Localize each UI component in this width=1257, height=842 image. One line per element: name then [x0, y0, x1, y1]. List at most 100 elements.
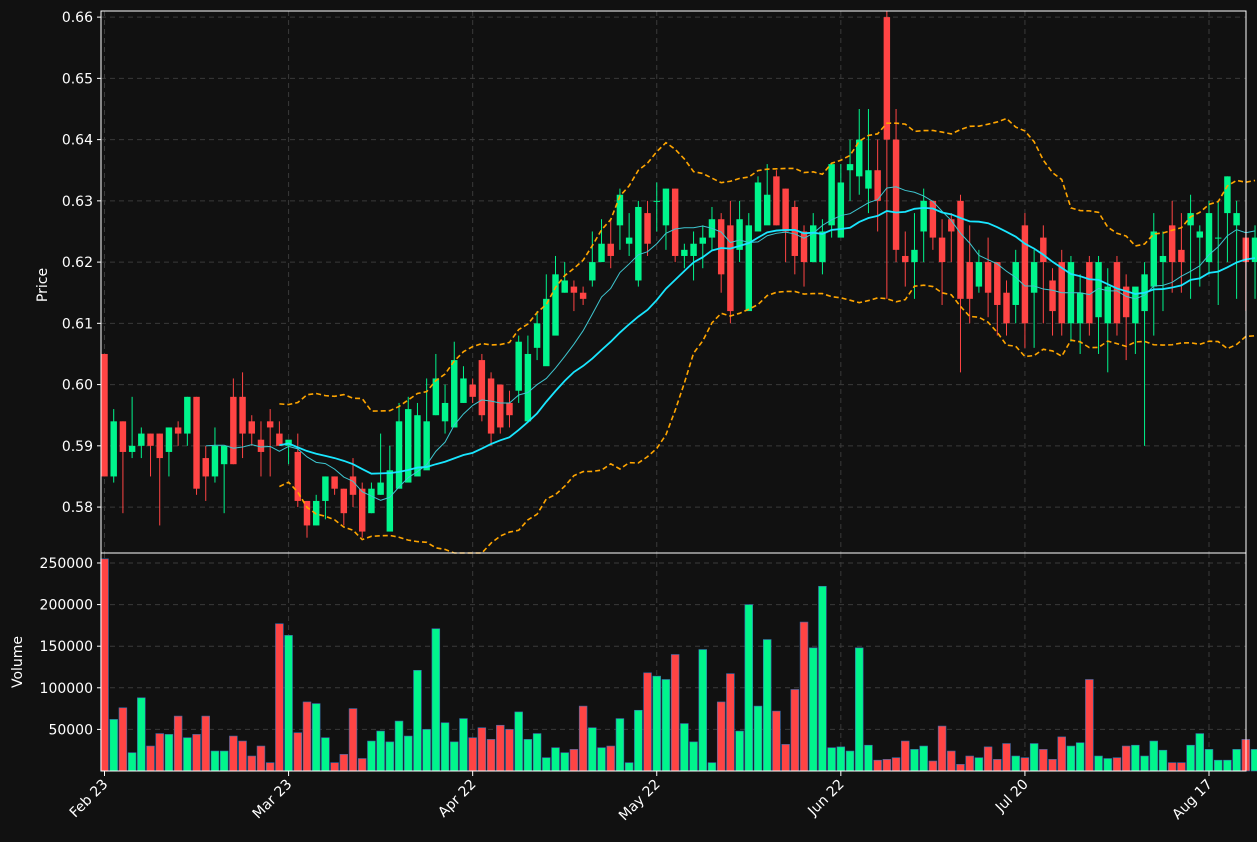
candle-body: [552, 274, 559, 336]
candle-body: [184, 396, 191, 434]
candle-body: [1187, 213, 1194, 226]
candle-body: [1168, 225, 1176, 263]
volume-bar: [560, 752, 569, 772]
volume-bar: [762, 639, 772, 772]
candle-body: [1132, 286, 1139, 324]
price-tick-label: 0.62: [62, 255, 93, 271]
volume-bar: [1186, 744, 1195, 772]
volume-y-axis: 50000 100000 150000 200000 250000: [40, 556, 101, 738]
volume-bar: [569, 749, 579, 772]
indicator-overlays: [205, 117, 1256, 554]
volume-bar: [330, 762, 339, 772]
candle-body: [110, 421, 117, 477]
candle-body: [276, 433, 283, 446]
candle-body: [616, 194, 624, 226]
candle-body: [368, 488, 375, 514]
candle-body: [1224, 176, 1231, 214]
candle-body: [1030, 262, 1038, 293]
volume-bar: [431, 628, 441, 772]
candle-body: [478, 360, 486, 416]
volume-bar: [1039, 749, 1048, 772]
candle-body: [1196, 231, 1204, 238]
volume-bar: [459, 718, 468, 772]
volume-tick-label: 150000: [40, 639, 93, 655]
volume-bar: [339, 754, 349, 772]
candle-body: [948, 219, 955, 232]
candle-body: [763, 194, 771, 226]
volume-bar: [891, 757, 901, 772]
volume-bar: [164, 734, 174, 772]
volume-bar: [772, 710, 781, 772]
candle-body: [386, 470, 394, 532]
volume-bar: [974, 757, 984, 772]
volume-bar: [1112, 757, 1122, 772]
volume-bar: [578, 705, 588, 772]
candle-body: [506, 402, 513, 416]
candle-body: [451, 360, 458, 428]
volume-bar: [100, 558, 109, 772]
volume-bar: [321, 737, 330, 772]
candle-body: [1021, 225, 1029, 324]
candle-body: [1040, 237, 1047, 263]
candle-body: [487, 378, 495, 434]
volume-bar: [928, 760, 938, 772]
volume-bar: [781, 744, 790, 772]
candle-body: [984, 262, 992, 293]
volume-bar: [624, 762, 634, 772]
volume-bar: [615, 718, 625, 772]
volume-bar: [680, 723, 689, 772]
volume-bar: [901, 740, 910, 772]
volume-bar: [661, 679, 671, 772]
volume-tick-label: 100000: [40, 681, 93, 697]
price-tick-label: 0.65: [62, 71, 93, 87]
candle-body: [128, 445, 136, 452]
candle-body: [865, 170, 872, 189]
price-tick-label: 0.63: [62, 194, 93, 210]
volume-bar: [845, 750, 855, 772]
volume-bar: [1158, 749, 1168, 772]
candle-body: [156, 433, 163, 459]
volume-bar: [1232, 749, 1241, 772]
candle-body: [570, 286, 578, 293]
candle-body: [257, 439, 265, 452]
candle-body: [358, 488, 366, 532]
candle-body: [837, 182, 845, 238]
volume-bar: [376, 730, 385, 772]
volume-bar: [910, 749, 919, 772]
price-grid: [101, 11, 1246, 553]
candle-body: [543, 298, 550, 367]
volume-bar: [210, 750, 220, 772]
candle-body: [1205, 213, 1213, 263]
volume-bar: [937, 725, 947, 772]
volume-axis-label: Volume: [10, 636, 26, 688]
volume-bar: [1048, 759, 1057, 772]
volume-bar: [256, 745, 266, 772]
volume-bar: [367, 740, 376, 772]
candle-body: [432, 378, 440, 416]
candle-body: [589, 262, 596, 281]
volume-bar: [394, 720, 404, 772]
price-tick-label: 0.58: [62, 500, 93, 516]
candle-body: [938, 237, 946, 263]
candle-body: [671, 188, 679, 256]
volume-tick-label: 50000: [48, 722, 93, 738]
candle-body: [791, 206, 799, 256]
candle-body: [1095, 262, 1102, 318]
candle-body: [625, 237, 633, 244]
volume-bar: [1177, 762, 1186, 772]
candle-body: [395, 421, 403, 489]
candle-body: [174, 427, 182, 434]
volume-bar: [1223, 759, 1232, 772]
volume-bar: [864, 744, 873, 772]
candle-body: [1178, 249, 1185, 263]
candle-body: [644, 213, 651, 244]
candle-body: [349, 476, 357, 495]
volume-bar: [284, 635, 293, 772]
volume-bar: [413, 670, 422, 772]
candle-body: [598, 243, 605, 263]
volume-bar: [1140, 755, 1149, 772]
candle-body: [414, 415, 421, 477]
price-tick-label: 0.61: [62, 316, 93, 332]
price-y-axis: 0.58 0.59 0.60 0.61 0.62 0.63 0.64 0.65 0.66: [62, 10, 101, 516]
